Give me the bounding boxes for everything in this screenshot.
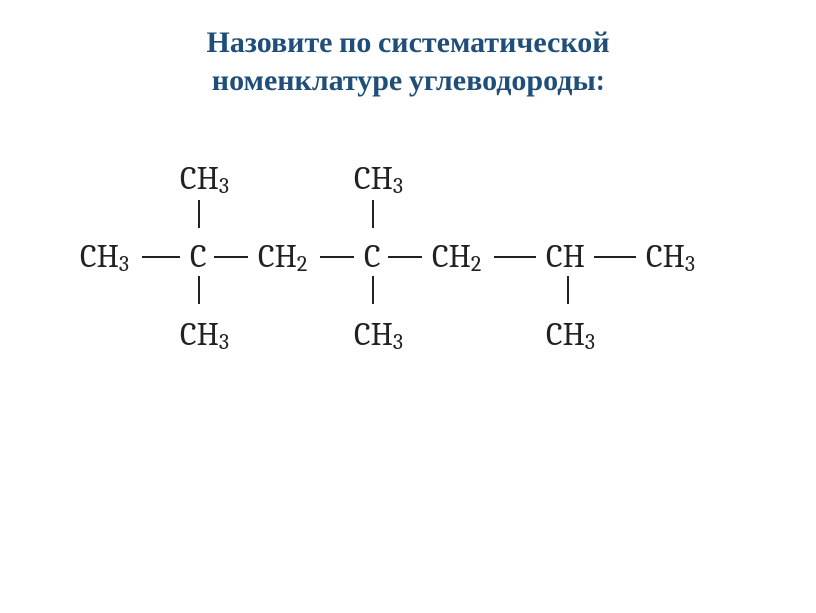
group-ch3-bot-2: CH3 — [354, 316, 403, 353]
bond-v-top-1 — [198, 200, 200, 228]
bond-h-1 — [142, 256, 180, 258]
group-ch3-top-right: CH3 — [354, 160, 403, 197]
group-c4-c: C — [364, 238, 381, 275]
group-ch3-top-left: CH3 — [180, 160, 229, 197]
title-line-2: номенклатуре углеводороды: — [212, 63, 604, 98]
bond-h-4 — [388, 256, 422, 258]
group-ch3-bot-3: CH3 — [546, 316, 595, 353]
bond-v-bot-1 — [198, 276, 200, 304]
bond-h-3 — [320, 256, 354, 258]
group-c1-ch3: CH3 — [80, 238, 129, 275]
bond-h-6 — [594, 256, 636, 258]
bond-v-top-2 — [372, 200, 374, 228]
group-c7-ch3: CH3 — [646, 238, 695, 275]
page-title: Назовите по систематической номенклатуре… — [0, 24, 816, 99]
group-c2-c: C — [190, 238, 207, 275]
bond-v-bot-2 — [372, 276, 374, 304]
bond-h-5 — [494, 256, 536, 258]
group-c3-ch2: CH2 — [258, 238, 307, 275]
bond-h-2 — [214, 256, 248, 258]
group-c6-ch: CH — [546, 238, 585, 275]
group-c5-ch2: CH2 — [432, 238, 481, 275]
group-ch3-bot-1: CH3 — [180, 316, 229, 353]
bond-v-bot-3 — [567, 276, 569, 304]
title-line-1: Назовите по систематической — [206, 25, 609, 60]
